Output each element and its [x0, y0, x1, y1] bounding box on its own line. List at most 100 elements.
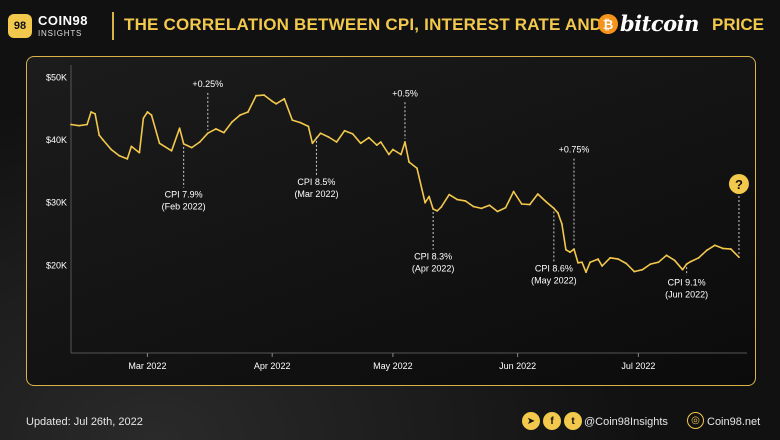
- price-point: [126, 158, 129, 160]
- price-point: [641, 268, 644, 271]
- price-point: [609, 256, 612, 259]
- price-point: [456, 198, 459, 201]
- price-point: [581, 261, 583, 264]
- facebook-icon[interactable]: f: [543, 412, 561, 430]
- price-point: [94, 112, 97, 115]
- cpi-period-label: (Apr 2022): [412, 264, 455, 274]
- cpi-period-label: (Jun 2022): [665, 289, 708, 299]
- x-tick-label: Jul 2022: [621, 361, 655, 371]
- price-point: [569, 251, 571, 254]
- price-point: [271, 100, 274, 103]
- bitcoin-icon: ₿: [598, 14, 618, 34]
- price-point: [697, 256, 700, 259]
- price-point: [520, 203, 523, 205]
- price-point: [552, 207, 555, 210]
- price-point: [561, 223, 563, 225]
- social-handle[interactable]: @Coin98Insights: [584, 416, 668, 428]
- y-tick-label: $30K: [46, 198, 67, 208]
- btc-price-line: [70, 94, 740, 273]
- price-point: [150, 114, 153, 116]
- cpi-label: CPI 7.9%: [165, 190, 203, 200]
- cpi-label: CPI 8.5%: [297, 177, 335, 187]
- price-point: [404, 141, 406, 143]
- price-point: [118, 154, 121, 157]
- price-point: [424, 201, 426, 204]
- price-point: [565, 248, 567, 251]
- price-point: [379, 141, 382, 143]
- price-point: [496, 210, 499, 213]
- price-point: [528, 203, 531, 206]
- price-point: [214, 127, 217, 130]
- price-point: [98, 134, 101, 137]
- price-point: [327, 136, 330, 138]
- website-link[interactable]: Coin98.net: [707, 416, 761, 428]
- cpi-period-label: (Mar 2022): [294, 189, 338, 199]
- price-point: [480, 207, 483, 210]
- header-divider: [112, 12, 114, 40]
- price-point: [556, 211, 559, 214]
- price-point: [685, 263, 688, 265]
- globe-icon: ◎: [687, 412, 704, 429]
- price-point: [190, 146, 193, 149]
- price-point: [158, 142, 161, 145]
- price-point: [110, 148, 113, 151]
- price-point: [573, 248, 575, 250]
- telegram-icon[interactable]: ➤: [522, 412, 540, 430]
- rate-hike-label: +0.25%: [192, 79, 223, 89]
- price-point: [577, 261, 579, 264]
- price-point: [665, 254, 668, 257]
- price-point: [206, 132, 209, 135]
- price-point: [436, 209, 439, 212]
- price-point: [601, 265, 604, 267]
- price-point: [472, 205, 475, 208]
- price-point: [138, 151, 141, 154]
- price-point: [263, 94, 266, 96]
- cpi-label: CPI 8.6%: [535, 263, 573, 273]
- price-point: [681, 268, 684, 271]
- price-point: [351, 132, 354, 135]
- price-point: [689, 260, 692, 263]
- y-tick-label: $20K: [46, 260, 67, 270]
- price-point: [597, 258, 600, 260]
- price-point: [428, 195, 431, 198]
- price-point: [299, 121, 302, 124]
- price-point: [178, 127, 181, 130]
- price-point: [721, 247, 724, 250]
- price-point: [649, 263, 652, 265]
- price-point: [416, 167, 418, 170]
- cpi-period-label: (Feb 2022): [162, 202, 206, 212]
- price-point: [247, 111, 249, 113]
- price-point: [311, 142, 314, 145]
- x-tick-label: Jun 2022: [499, 361, 536, 371]
- price-point: [504, 206, 507, 209]
- price-point: [130, 145, 133, 148]
- brand-sub: INSIGHTS: [38, 29, 83, 38]
- x-tick-label: Mar 2022: [128, 361, 166, 371]
- price-point: [90, 111, 93, 113]
- price-point: [375, 144, 378, 147]
- price-point: [512, 190, 515, 193]
- y-tick-label: $50K: [46, 73, 67, 83]
- price-point: [182, 142, 185, 145]
- x-tick-label: Apr 2022: [254, 361, 291, 371]
- price-point: [387, 153, 390, 156]
- price-point: [275, 102, 278, 105]
- price-point: [283, 97, 286, 100]
- price-point: [291, 119, 294, 121]
- price-point: [448, 193, 451, 196]
- price-point: [617, 258, 620, 260]
- price-point: [170, 149, 173, 152]
- price-point: [738, 256, 740, 259]
- cpi-label: CPI 9.1%: [668, 277, 706, 287]
- price-point: [307, 125, 310, 128]
- price-point: [440, 206, 443, 209]
- price-point: [392, 148, 394, 151]
- twitter-icon[interactable]: t: [564, 412, 582, 430]
- price-point: [78, 124, 80, 127]
- price-point: [319, 132, 322, 135]
- price-point: [335, 141, 338, 143]
- cpi-label: CPI 8.3%: [414, 252, 452, 262]
- price-point: [70, 123, 72, 126]
- chart-panel: $50K $40K $30K $20K Mar 2022 Apr 2022 May 2022…: [26, 56, 756, 386]
- price-point: [198, 141, 201, 143]
